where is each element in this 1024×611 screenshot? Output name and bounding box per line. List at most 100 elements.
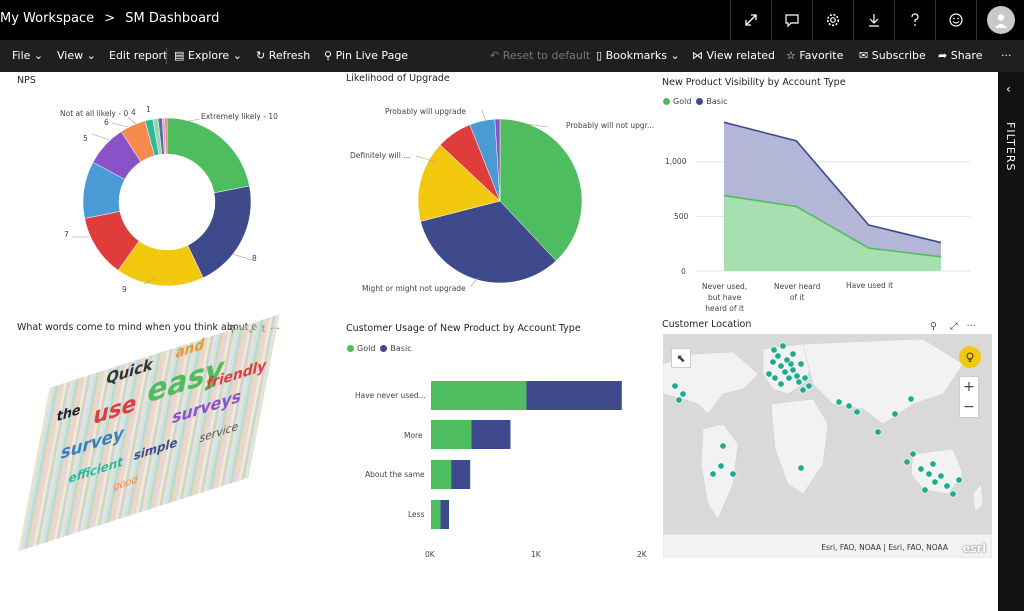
customer-point-36[interactable] xyxy=(929,460,937,468)
customer-point-34[interactable] xyxy=(943,482,951,490)
customer-point-22[interactable] xyxy=(675,396,683,404)
line-basic[interactable] xyxy=(723,121,942,244)
nps-slice-0[interactable] xyxy=(166,117,250,194)
zoom-in-button[interactable]: + xyxy=(963,379,975,395)
x-label-never-heard-line1: Never heard xyxy=(774,282,821,291)
customer-point-37[interactable] xyxy=(949,490,957,498)
customer-point-11[interactable] xyxy=(771,374,779,382)
avatar[interactable] xyxy=(976,0,1024,40)
bar-gold-1[interactable] xyxy=(431,420,472,449)
bar-basic-0[interactable] xyxy=(526,381,622,410)
customer-point-14[interactable] xyxy=(783,356,791,364)
customer-point-23[interactable] xyxy=(719,442,727,450)
customer-point-7[interactable] xyxy=(793,372,801,380)
bar-basic-1[interactable] xyxy=(471,420,511,449)
customer-point-9[interactable] xyxy=(795,378,803,386)
select-tool-button[interactable]: ⬉ xyxy=(671,348,691,368)
customer-point-1[interactable] xyxy=(774,352,782,360)
bar-gold-2[interactable] xyxy=(431,460,452,489)
more-options-button[interactable]: ··· xyxy=(1001,49,1012,62)
share-button[interactable]: ➦ Share xyxy=(938,49,982,62)
more-options-icon[interactable]: ··· xyxy=(966,321,976,332)
bar-basic-2[interactable] xyxy=(451,460,471,489)
breadcrumb-workspace[interactable]: My Workspace xyxy=(0,11,95,26)
bar-basic-3[interactable] xyxy=(440,500,450,529)
customer-point-3[interactable] xyxy=(777,362,785,370)
customer-point-35[interactable] xyxy=(921,486,929,494)
customer-point-16[interactable] xyxy=(789,350,797,358)
customer-point-19[interactable] xyxy=(805,382,813,390)
favorite-button[interactable]: ☆ Favorite xyxy=(786,49,843,62)
customer-point-26[interactable] xyxy=(845,402,853,410)
bar-gold-0[interactable] xyxy=(431,381,527,410)
customer-point-25[interactable] xyxy=(797,464,805,472)
view-menu[interactable]: View ⌄ xyxy=(57,49,96,62)
customer-point-5[interactable] xyxy=(785,374,793,382)
lightbulb-button[interactable] xyxy=(959,346,981,368)
download-icon[interactable] xyxy=(853,0,894,40)
smiley-icon[interactable] xyxy=(935,0,976,40)
customer-point-44[interactable] xyxy=(709,470,717,478)
bookmarks-menu[interactable]: ▯ Bookmarks ⌄ xyxy=(596,49,680,62)
customer-point-41[interactable] xyxy=(891,410,899,418)
customer-point-43[interactable] xyxy=(717,462,725,470)
customer-point-24[interactable] xyxy=(729,470,737,478)
customer-point-38[interactable] xyxy=(955,476,963,484)
chevron-left-icon[interactable]: ‹ xyxy=(1006,82,1011,96)
customer-point-15[interactable] xyxy=(779,342,787,350)
customer-point-17[interactable] xyxy=(797,360,805,368)
customer-point-29[interactable] xyxy=(907,395,915,403)
reset-to-default-button[interactable]: ↶ Reset to default xyxy=(490,49,590,62)
upgrade-slice-1[interactable] xyxy=(420,200,557,284)
customer-point-28[interactable] xyxy=(874,428,882,436)
customer-point-32[interactable] xyxy=(931,478,939,486)
customer-point-27[interactable] xyxy=(853,408,861,416)
breadcrumb-dashboard[interactable]: SM Dashboard xyxy=(125,11,220,26)
customer-point-31[interactable] xyxy=(925,470,933,478)
filters-pane[interactable]: ‹ FILTERS xyxy=(998,72,1024,611)
subscribe-button[interactable]: ✉ Subscribe xyxy=(859,49,926,62)
pin-icon[interactable]: ⚲ xyxy=(930,321,937,332)
customer-point-2[interactable] xyxy=(769,358,777,366)
edit-report-button[interactable]: Edit report xyxy=(109,49,168,62)
nps-slice-1[interactable] xyxy=(187,185,252,279)
usage-bar-chart[interactable] xyxy=(431,381,622,529)
help-icon[interactable] xyxy=(894,0,935,40)
customer-point-13[interactable] xyxy=(777,380,785,388)
upgrade-slice-5[interactable] xyxy=(494,118,501,202)
customer-point-33[interactable] xyxy=(937,472,945,480)
customer-point-40[interactable] xyxy=(903,458,911,466)
upgrade-slice-2[interactable] xyxy=(417,144,501,222)
line-gold[interactable] xyxy=(723,194,942,258)
customer-point-10[interactable] xyxy=(799,386,807,394)
fullscreen-icon[interactable] xyxy=(730,0,771,40)
view-related-button[interactable]: ⋈ View related xyxy=(692,49,775,62)
undo-icon: ↶ xyxy=(490,49,500,62)
comment-icon[interactable] xyxy=(771,0,812,40)
customer-point-30[interactable] xyxy=(917,465,925,473)
customer-point-18[interactable] xyxy=(801,374,809,382)
upgrade-slice-0[interactable] xyxy=(499,118,583,262)
area-gold[interactable] xyxy=(724,195,941,271)
explore-menu[interactable]: ▤ Explore ⌄ xyxy=(174,49,242,62)
customer-point-20[interactable] xyxy=(671,382,679,390)
refresh-button[interactable]: ↻ Refresh xyxy=(256,49,310,62)
customer-point-42[interactable] xyxy=(835,398,843,406)
customer-point-12[interactable] xyxy=(765,370,773,378)
visibility-area-chart[interactable] xyxy=(695,121,970,272)
customer-point-4[interactable] xyxy=(781,368,789,376)
customer-point-0[interactable] xyxy=(770,346,778,354)
customer-map[interactable]: ⬉ + − Esri, FAO, NOAA | Esri, FAO, NOAA … xyxy=(663,334,992,558)
gear-icon[interactable] xyxy=(812,0,853,40)
bar-gold-3[interactable] xyxy=(431,500,441,529)
zoom-out-button[interactable]: − xyxy=(963,399,975,415)
nps-donut[interactable] xyxy=(82,117,252,287)
customer-point-6[interactable] xyxy=(789,366,797,374)
upgrade-pie[interactable] xyxy=(417,118,583,284)
customer-point-21[interactable] xyxy=(679,390,687,398)
nps-slice-11[interactable] xyxy=(164,117,168,155)
pin-live-page-button[interactable]: ⚲ Pin Live Page xyxy=(324,49,408,62)
focus-icon[interactable]: ⤢ xyxy=(950,321,958,332)
customer-point-39[interactable] xyxy=(909,450,917,458)
file-menu[interactable]: File ⌄ xyxy=(12,49,43,62)
